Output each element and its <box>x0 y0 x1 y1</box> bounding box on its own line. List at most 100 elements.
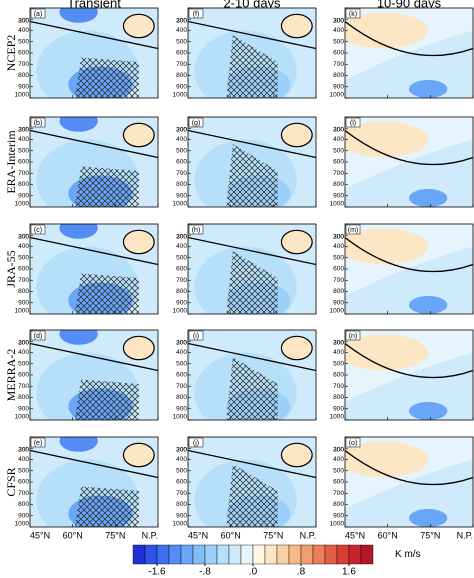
field-warm <box>123 123 155 147</box>
x-tick-label: N.P. <box>142 530 158 540</box>
y-tick-label: 900 <box>333 299 344 306</box>
panel-field <box>188 8 316 98</box>
field-warm-contour <box>280 442 313 468</box>
panel-letter-bg <box>188 330 204 341</box>
colorbar-label: -.8 <box>199 567 211 578</box>
y-tick-label: 700 <box>18 170 29 177</box>
y-tick-label: 500 <box>176 38 187 45</box>
field-warm <box>345 441 429 478</box>
y-tick-label: 300 <box>333 18 344 25</box>
y-tick-label: 900 <box>18 405 29 412</box>
y-tick-label: 200 <box>176 340 187 347</box>
field-warm <box>123 230 155 254</box>
field-warm-contour <box>122 229 155 255</box>
y-tick-label: 200 <box>18 18 29 25</box>
panel-field <box>345 117 473 207</box>
panel-letter: (j) <box>193 440 199 447</box>
panel-letter-bg <box>345 117 361 128</box>
colorbar-label: .8 <box>297 567 306 578</box>
field-warm-contour <box>280 122 313 148</box>
significance-hatch <box>226 35 278 98</box>
panel-letter: (f) <box>193 11 200 18</box>
y-tick-label: 800 <box>333 72 344 79</box>
panel-letter: (a) <box>34 11 43 18</box>
y-tick-label: 600 <box>176 50 187 57</box>
y-tick-label: 700 <box>176 170 187 177</box>
y-tick-label: 400 <box>176 456 187 463</box>
zero-contour <box>345 449 473 486</box>
y-tick-label: 900 <box>176 192 187 199</box>
column-title: 10-90 days <box>377 0 442 10</box>
field-warm-contour <box>280 335 313 361</box>
y-tick-label: 500 <box>176 254 187 261</box>
y-tick-label: 500 <box>333 467 344 474</box>
y-tick-label: 500 <box>176 147 187 154</box>
panel-letter: (b) <box>34 120 43 127</box>
y-tick-label: 200 <box>176 234 187 241</box>
x-tick-label: N.P. <box>300 530 316 540</box>
panel-letter: (m) <box>348 227 359 234</box>
panel-letter: (n) <box>349 333 358 340</box>
y-tick-label: 700 <box>333 61 344 68</box>
x-tick-label: 45°N <box>188 530 208 540</box>
row-label: CFSR <box>4 467 18 496</box>
panel-letter-bg <box>345 224 361 235</box>
x-tick-label: 60°N <box>63 530 83 540</box>
colorbar-label: -1.6 <box>148 567 166 578</box>
field-top <box>59 8 98 23</box>
y-tick-label: 900 <box>176 83 187 90</box>
y-tick-label: 900 <box>176 405 187 412</box>
significance-hatch <box>74 273 139 314</box>
y-tick-label: 1000 <box>15 201 30 208</box>
colorbar-box <box>288 544 302 565</box>
row-label: MERRA-2 <box>4 349 18 402</box>
field-cool <box>345 459 473 527</box>
y-tick-label: 500 <box>18 467 29 474</box>
y-tick-label: 600 <box>176 266 187 273</box>
y-tick-label: 700 <box>176 277 187 284</box>
y-tick-label: 300 <box>18 340 29 347</box>
field-cool <box>345 139 473 207</box>
y-tick-label: 300 <box>333 127 344 134</box>
x-tick-label: 45°N <box>345 530 365 540</box>
y-tick-label: 1000 <box>15 521 30 528</box>
y-tick-label: 600 <box>333 266 344 273</box>
y-tick-label: 700 <box>18 277 29 284</box>
zero-contour <box>30 449 158 479</box>
zero-contour <box>345 236 473 273</box>
panel-letter-bg <box>188 437 204 448</box>
y-tick-label: 900 <box>18 83 29 90</box>
y-tick-label: 700 <box>18 490 29 497</box>
field-warm-contour <box>122 335 155 361</box>
colorbar-box <box>360 544 374 565</box>
field-cool <box>345 352 473 420</box>
y-tick-label: 400 <box>18 349 29 356</box>
zero-contour <box>345 129 473 166</box>
y-tick-label: 1000 <box>330 521 345 528</box>
y-tick-label: 900 <box>18 299 29 306</box>
field-warm <box>345 121 429 158</box>
panel-field <box>345 8 473 98</box>
y-tick-label: 700 <box>333 383 344 390</box>
y-tick-label: 700 <box>333 170 344 177</box>
y-tick-label: 900 <box>18 192 29 199</box>
panel-field <box>345 330 473 420</box>
y-tick-label: 200 <box>176 127 187 134</box>
y-tick-label: 600 <box>333 372 344 379</box>
field-top <box>59 330 98 345</box>
y-tick-label: 600 <box>18 159 29 166</box>
colorbar-box <box>144 544 158 565</box>
y-tick-label: 300 <box>176 340 187 347</box>
panel-letter: (g) <box>192 120 201 127</box>
y-tick-label: 900 <box>176 299 187 306</box>
y-tick-label: 900 <box>333 512 344 519</box>
panel-field <box>188 330 316 420</box>
significance-hatch <box>74 379 139 420</box>
y-tick-label: 1000 <box>330 414 345 421</box>
